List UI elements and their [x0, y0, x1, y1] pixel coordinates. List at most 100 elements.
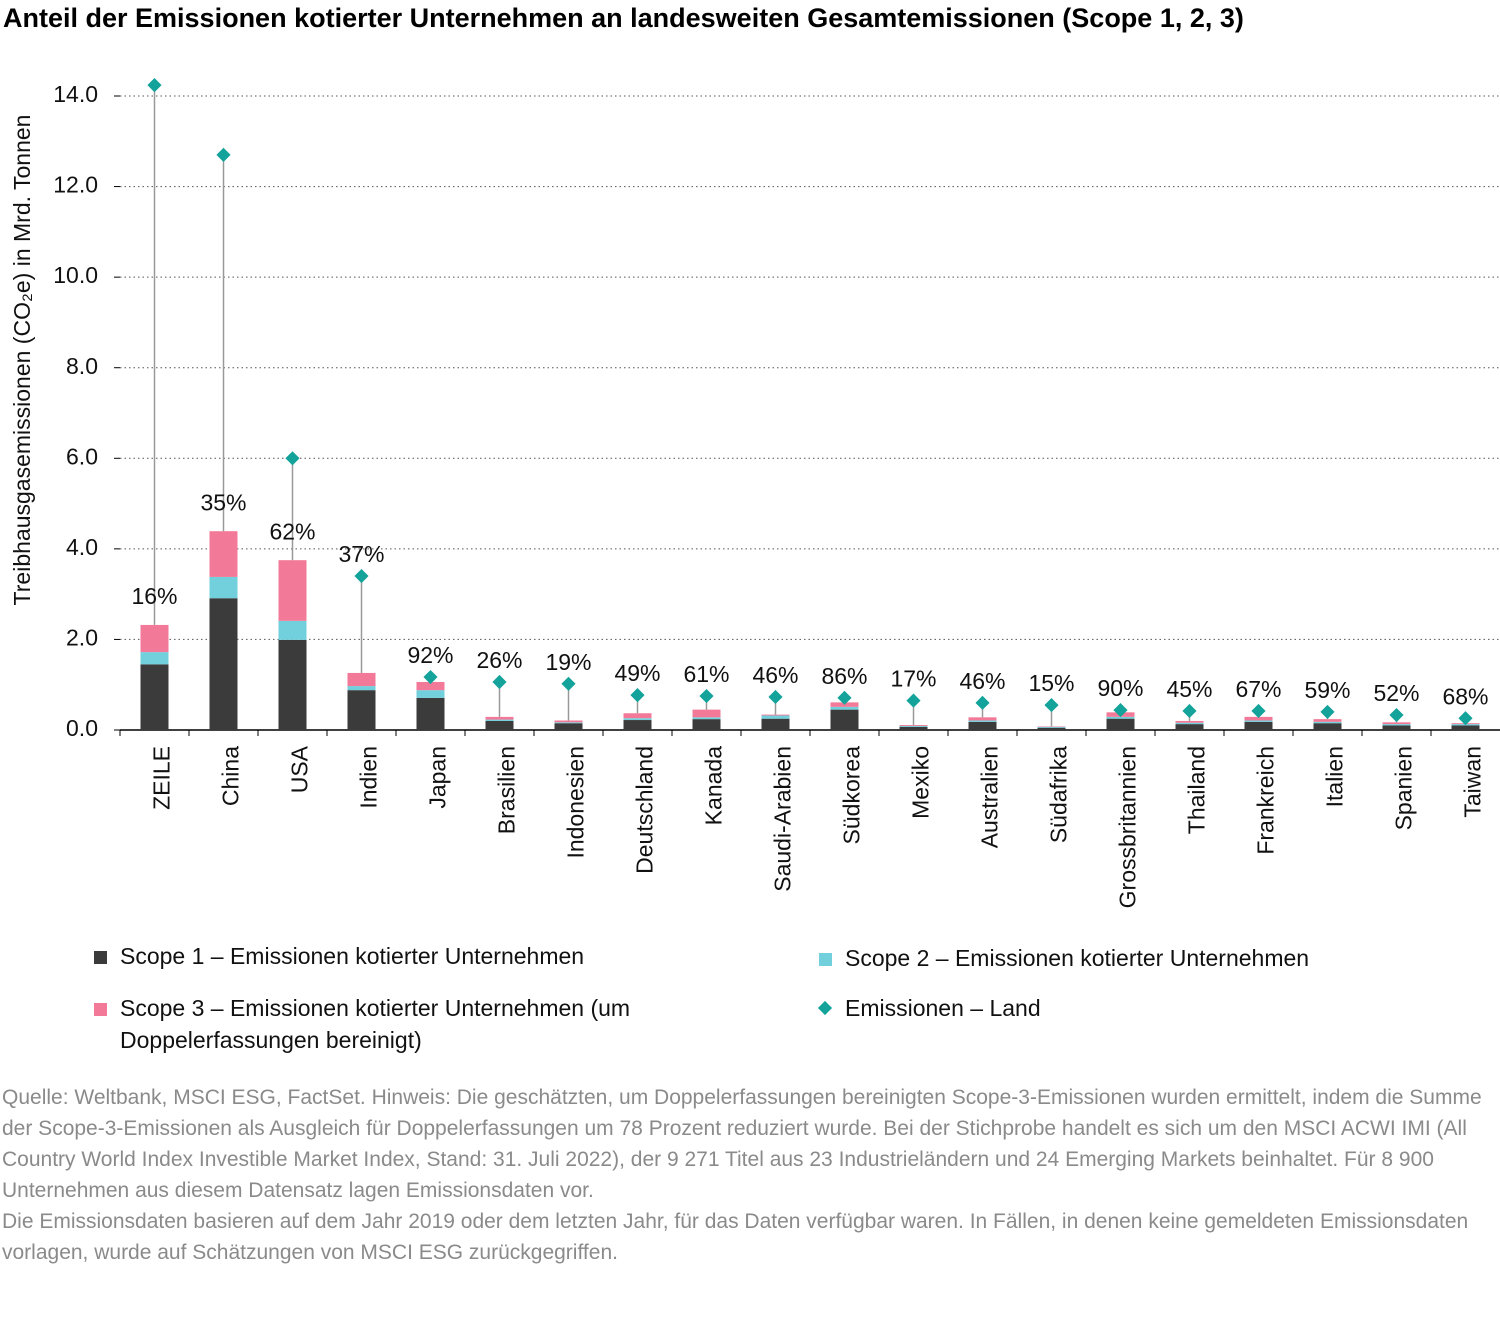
- marker: [630, 688, 645, 703]
- bar-segment: [830, 709, 859, 730]
- x-tick-label: Spanien: [1391, 746, 1417, 830]
- legend-item: Scope 1 – Emissionen kotierter Unternehm…: [94, 940, 740, 972]
- chart: Anteil der Emissionen kotierter Unterneh…: [3, 3, 1500, 908]
- bar-segment: [1313, 721, 1342, 724]
- bar-segment: [761, 714, 790, 716]
- y-axis-label: Treibhausgasemissionen (CO₂e) in Mrd. To…: [9, 115, 35, 606]
- bar-segment: [485, 720, 514, 730]
- share-label: 45%: [1166, 676, 1212, 702]
- x-tick-label: USA: [287, 745, 313, 793]
- share-label: 16%: [131, 583, 177, 609]
- marker: [1113, 703, 1128, 718]
- bar-segment: [485, 716, 514, 720]
- x-tick-label: Taiwan: [1460, 746, 1486, 818]
- legend-swatch: [819, 953, 832, 966]
- legend-label: Scope 3 – Emissionen kotierter Unternehm…: [120, 995, 631, 1053]
- bar-segment: [1382, 725, 1411, 730]
- bar-segment: [554, 720, 583, 723]
- share-label: 92%: [407, 642, 453, 668]
- bar-segment: [209, 576, 238, 599]
- legend-item: Emissionen – Land: [817, 992, 1465, 1024]
- x-tick-label: China: [218, 746, 244, 806]
- share-label: 52%: [1373, 680, 1419, 706]
- marker: [906, 693, 921, 708]
- bar-segment: [1175, 720, 1204, 723]
- x-tick-label: Südkorea: [839, 746, 865, 845]
- bar-segment: [140, 624, 169, 653]
- bar-segment: [692, 717, 721, 720]
- marker: [147, 78, 162, 93]
- bar-segment: [623, 713, 652, 719]
- bar-segment: [1451, 725, 1480, 730]
- marker: [768, 689, 783, 705]
- bar-segment: [416, 690, 445, 698]
- bar-segment: [1175, 722, 1204, 725]
- bar-segment: [347, 672, 376, 687]
- bar-segment: [140, 664, 169, 730]
- share-label: 49%: [614, 660, 660, 686]
- marker: [285, 451, 300, 466]
- bar-segment: [485, 719, 514, 721]
- legend-label: Scope 1 – Emissionen kotierter Unternehm…: [120, 943, 585, 969]
- bar-segment: [209, 531, 238, 577]
- marker: [837, 690, 852, 705]
- x-tick-label: Indien: [356, 746, 382, 809]
- x-tick-label: Kanada: [701, 746, 727, 826]
- bar-segment: [761, 718, 790, 730]
- bar-segment: [899, 725, 928, 727]
- bar-segment: [1313, 719, 1342, 722]
- bar-segment: [278, 560, 307, 621]
- marker: [1320, 704, 1335, 719]
- y-tick-label: 2.0: [66, 625, 98, 651]
- bar-segment: [692, 719, 721, 730]
- bar-segment: [830, 706, 859, 710]
- x-tick-label: Deutschland: [632, 746, 658, 874]
- bar-segment: [761, 715, 790, 719]
- y-tick-label: 0.0: [66, 715, 98, 741]
- bar-segment: [899, 726, 928, 730]
- x-tick-label: Frankreich: [1253, 746, 1279, 855]
- share-label: 19%: [545, 649, 591, 675]
- bar-segment: [1106, 718, 1135, 730]
- legend-swatch: [817, 1000, 833, 1016]
- bar-segment: [140, 652, 169, 665]
- bar-segment: [623, 718, 652, 721]
- x-tick-label: Südafrika: [1046, 746, 1072, 843]
- share-label: 86%: [821, 663, 867, 689]
- x-tick-label: Thailand: [1184, 746, 1210, 834]
- bar-segment: [554, 723, 583, 730]
- x-tick-label: Saudi-Arabien: [770, 746, 796, 892]
- share-label: 26%: [476, 647, 522, 673]
- chart-title: Anteil der Emissionen kotierter Unterneh…: [3, 3, 1244, 33]
- share-label: 46%: [752, 662, 798, 688]
- marker: [423, 669, 438, 685]
- y-tick-label: 8.0: [66, 353, 98, 379]
- bar-segment: [968, 717, 997, 721]
- bar-segment: [554, 722, 583, 724]
- bar-segment: [1382, 722, 1411, 725]
- x-tick-label: Mexiko: [908, 746, 934, 819]
- x-tick-label: Australien: [977, 746, 1003, 848]
- share-label: 15%: [1028, 670, 1074, 696]
- marker: [492, 674, 507, 690]
- bar-segment: [1037, 726, 1066, 728]
- bar-segment: [1244, 716, 1273, 721]
- bar-segment: [347, 686, 376, 691]
- marker: [1182, 703, 1197, 719]
- bar-segment: [347, 690, 376, 730]
- bar-segment: [278, 620, 307, 640]
- marker: [354, 568, 369, 584]
- x-tick-label: Japan: [425, 746, 451, 809]
- bar-segment: [1175, 724, 1204, 730]
- y-tick-label: 6.0: [66, 443, 98, 469]
- marker: [699, 688, 714, 704]
- share-label: 61%: [683, 661, 729, 687]
- legend-item: Scope 3 – Emissionen kotierter Unternehm…: [94, 992, 665, 1056]
- share-label: 37%: [338, 541, 384, 567]
- share-label: 90%: [1097, 675, 1143, 701]
- bar-segment: [416, 697, 445, 730]
- bar-segment: [416, 681, 445, 691]
- bar-segment: [1244, 720, 1273, 722]
- bar-segment: [968, 720, 997, 722]
